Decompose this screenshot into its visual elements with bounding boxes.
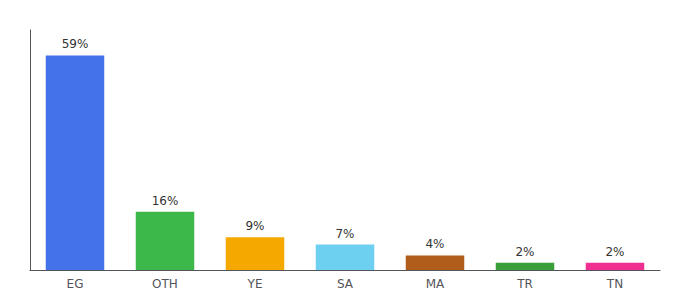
- svg-text:7%: 7%: [335, 227, 354, 241]
- svg-text:YE: YE: [247, 277, 263, 291]
- svg-text:59%: 59%: [62, 37, 89, 51]
- svg-text:TR: TR: [516, 277, 533, 291]
- svg-text:4%: 4%: [425, 237, 444, 251]
- svg-text:16%: 16%: [152, 194, 179, 208]
- svg-text:EG: EG: [67, 277, 84, 291]
- svg-text:MA: MA: [426, 277, 445, 291]
- svg-text:OTH: OTH: [152, 277, 178, 291]
- svg-text:TN: TN: [606, 277, 623, 291]
- svg-text:2%: 2%: [605, 245, 624, 259]
- svg-text:2%: 2%: [515, 245, 534, 259]
- svg-text:SA: SA: [337, 277, 354, 291]
- svg-text:9%: 9%: [245, 219, 264, 233]
